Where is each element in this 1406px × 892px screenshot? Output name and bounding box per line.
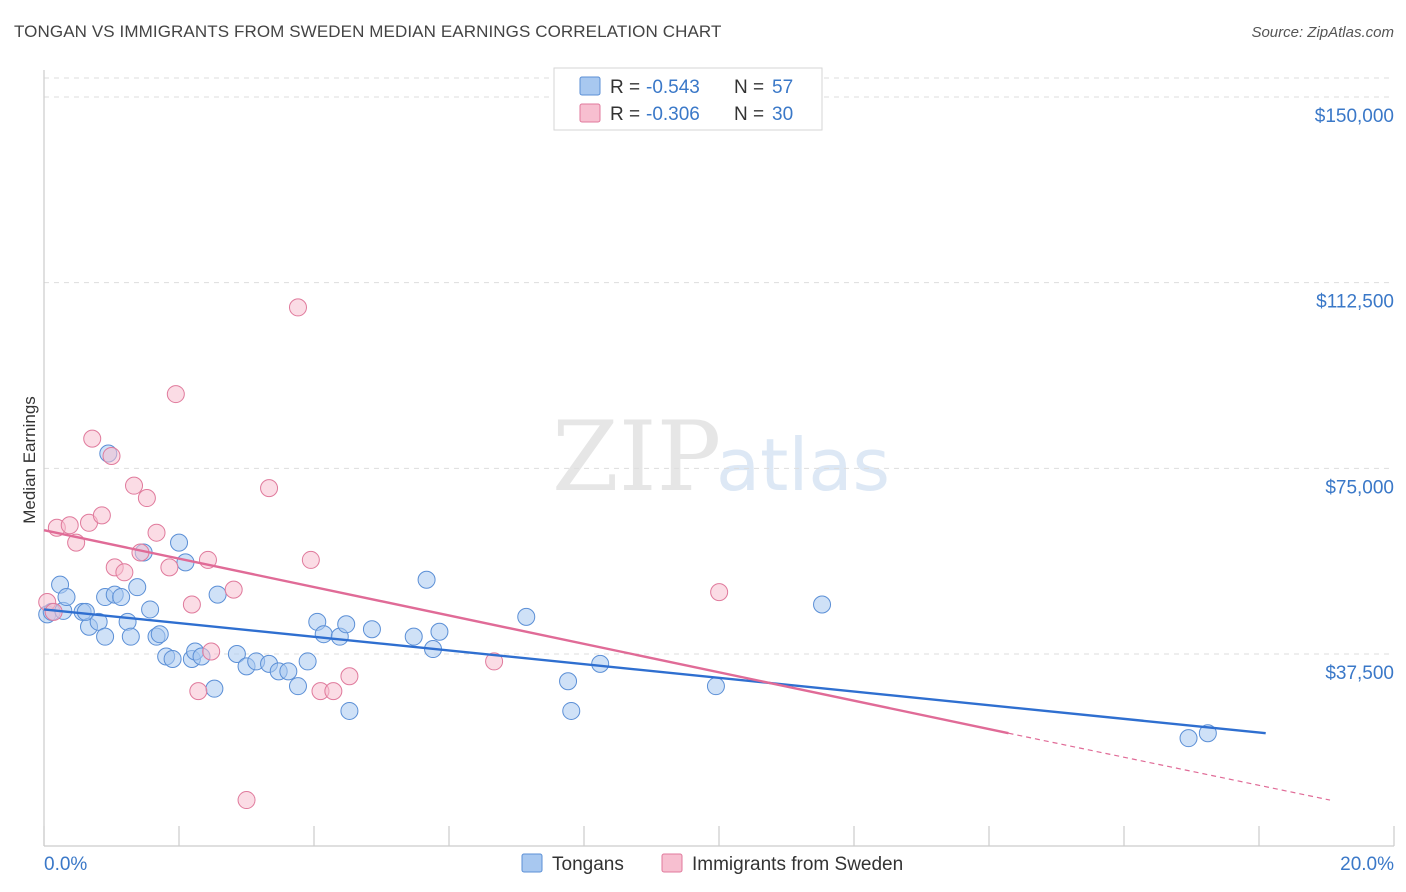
legend-r-value-2: -0.306	[646, 104, 700, 125]
legend-r-label-1: R =	[610, 77, 640, 98]
tongans-point-54	[1179, 729, 1198, 748]
tongans-point-53	[813, 595, 832, 614]
tongans-point-36	[288, 677, 307, 696]
tongans-trend-line	[43, 608, 1266, 735]
y-tick-label-2: $112,500	[1316, 292, 1394, 313]
tongans-point-47	[430, 622, 449, 641]
sweden-trend-line	[43, 529, 1009, 735]
bottom-legend-label-sweden: Immigrants from Sweden	[692, 854, 903, 875]
legend-n-label-2: N =	[734, 104, 764, 125]
chart-source: Source: ZipAtlas.com	[1251, 24, 1394, 41]
sweden-point-11	[125, 476, 144, 495]
sweden-point-27	[324, 682, 343, 701]
sweden-point-29	[485, 652, 504, 671]
legend-swatch-tongans	[579, 76, 601, 96]
sweden-point-8	[102, 446, 121, 465]
tongans-point-37	[298, 652, 317, 671]
tongans-point-42	[340, 701, 359, 720]
sweden-point-20	[202, 642, 221, 661]
tongans-point-45	[417, 570, 436, 589]
correlation-legend: R = -0.543 N = 57 R = -0.306 N = 30	[553, 67, 823, 131]
sweden-point-17	[182, 595, 201, 614]
tongans-point-52	[706, 677, 725, 696]
bottom-legend-swatch-tongans	[521, 853, 543, 873]
sweden-point-24	[288, 298, 307, 317]
tongans-point-29	[208, 585, 227, 604]
tongans-point-39	[314, 625, 333, 644]
bottom-legend-label-tongans: Tongans	[552, 854, 624, 875]
y-tick-label-1: $75,000	[1325, 477, 1394, 498]
tongans-point-49	[559, 672, 578, 691]
y-tick-label-0: $37,500	[1325, 663, 1394, 684]
data-points	[38, 298, 1217, 810]
tongans-point-28	[205, 679, 224, 698]
x-tick-label-min: 0.0%	[44, 854, 87, 875]
sweden-point-10	[115, 563, 134, 582]
tongans-point-16	[128, 578, 147, 597]
legend-r-value-1: -0.543	[646, 77, 700, 98]
series-legend: Tongans Immigrants from Sweden	[521, 853, 903, 875]
legend-r-label-2: R =	[610, 104, 640, 125]
y-tick-label-3: $150,000	[1315, 106, 1394, 127]
tongans-point-23	[170, 533, 189, 552]
tongans-point-44	[404, 627, 423, 646]
y-tick-labels: $37,500 $75,000 $112,500 $150,000	[1315, 106, 1394, 684]
watermark-atlas: atlas	[716, 423, 890, 507]
sweden-point-13	[137, 489, 156, 508]
tongans-point-50	[562, 701, 581, 720]
sweden-point-22	[237, 791, 256, 810]
tongans-point-41	[337, 615, 356, 634]
sweden-point-18	[189, 682, 208, 701]
sweden-point-15	[160, 558, 179, 577]
tongans-point-14	[118, 612, 137, 631]
tongans-point-43	[362, 620, 381, 639]
tongans-point-8	[89, 612, 108, 631]
chart-title: TONGAN VS IMMIGRANTS FROM SWEDEN MEDIAN …	[14, 22, 722, 41]
tongans-point-22	[163, 649, 182, 668]
sweden-point-14	[147, 523, 166, 542]
sweden-point-7	[92, 506, 111, 525]
grid-lines	[44, 77, 1394, 655]
trend-lines	[43, 529, 1331, 801]
tongans-point-15	[121, 627, 140, 646]
tongans-point-35	[279, 662, 298, 681]
sweden-point-16	[166, 385, 185, 404]
sweden-point-25	[301, 550, 320, 569]
tongans-point-4	[57, 588, 76, 607]
sweden-point-23	[260, 479, 279, 498]
legend-n-value-1: 57	[772, 77, 793, 98]
legend-n-label-1: N =	[734, 77, 764, 98]
sweden-point-30	[710, 583, 729, 602]
bottom-legend-swatch-sweden	[661, 853, 683, 873]
tongans-point-10	[96, 627, 115, 646]
tongans-point-13	[112, 588, 131, 607]
y-axis-label: Median Earnings	[20, 396, 39, 524]
x-tick-label-max: 20.0%	[1340, 854, 1394, 875]
sweden-trend-line-extrapolated	[1008, 732, 1331, 801]
tongans-point-30	[227, 645, 246, 663]
watermark-zip: ZIP	[552, 401, 721, 513]
legend-n-value-2: 30	[772, 104, 793, 125]
legend-swatch-sweden	[579, 103, 601, 123]
sweden-point-28	[340, 667, 359, 686]
sweden-point-6	[83, 429, 102, 448]
sweden-point-21	[224, 580, 243, 599]
x-tick-marks	[43, 826, 1395, 846]
sweden-point-3	[60, 516, 79, 535]
tongans-point-20	[150, 625, 169, 644]
tongans-point-18	[141, 600, 160, 619]
tongans-point-51	[591, 654, 610, 673]
tongans-point-48	[517, 607, 536, 626]
